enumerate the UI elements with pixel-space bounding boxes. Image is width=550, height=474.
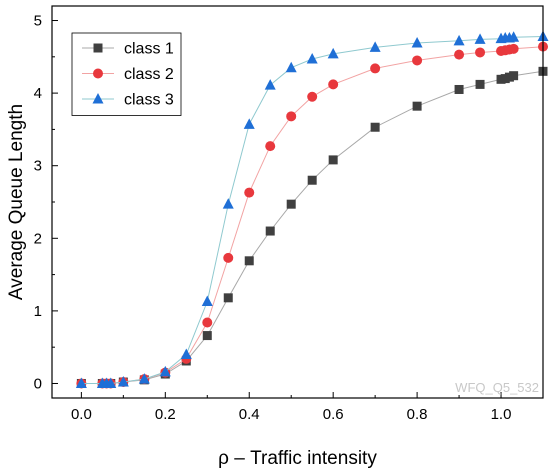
data-point bbox=[244, 187, 255, 198]
data-point bbox=[264, 79, 276, 90]
data-point bbox=[307, 91, 318, 102]
series-layer bbox=[75, 30, 549, 389]
data-point bbox=[222, 198, 234, 209]
data-point bbox=[327, 47, 339, 59]
data-point bbox=[180, 348, 192, 359]
data-point bbox=[243, 118, 255, 129]
data-point bbox=[105, 377, 117, 388]
y-tick-label: 3 bbox=[34, 158, 42, 175]
data-point bbox=[474, 33, 486, 44]
legend-item: class 1 bbox=[82, 41, 174, 58]
data-point bbox=[285, 61, 297, 73]
y-tick-label: 0 bbox=[34, 375, 42, 392]
data-point bbox=[117, 376, 129, 387]
legend-marker bbox=[93, 43, 103, 53]
data-point bbox=[286, 199, 296, 209]
data-point bbox=[244, 256, 254, 266]
data-point bbox=[475, 47, 486, 58]
legend: class 1 class 2 class 3 bbox=[71, 32, 182, 116]
axis-layer: 0.0 0.2 0.4 0.6 0.8 1.0 0 1 2 3 4 5 bbox=[34, 13, 512, 423]
x-tick-label: 0.2 bbox=[155, 406, 176, 423]
data-point bbox=[265, 141, 276, 152]
data-point bbox=[508, 31, 520, 42]
legend-marker bbox=[93, 68, 103, 79]
data-point bbox=[509, 71, 519, 81]
series-3 bbox=[75, 30, 549, 388]
y-axis-title: Average Queue Length bbox=[6, 104, 27, 300]
x-tick-label: 0.6 bbox=[323, 406, 344, 423]
data-point bbox=[202, 331, 212, 341]
y-tick-label: 4 bbox=[34, 85, 42, 102]
y-tick-label: 5 bbox=[34, 13, 42, 30]
x-axis-title: ρ – Traffic intensity bbox=[218, 448, 377, 469]
x-tick-label: 0.0 bbox=[71, 406, 92, 423]
x-tick-label: 0.4 bbox=[239, 406, 260, 423]
data-point bbox=[508, 43, 519, 54]
data-point bbox=[412, 101, 422, 111]
data-point bbox=[369, 41, 381, 52]
legend-item: class 2 bbox=[82, 66, 174, 83]
data-point bbox=[202, 317, 213, 328]
data-point bbox=[159, 365, 171, 377]
legend-label: class 1 bbox=[124, 41, 174, 58]
y-tick-label: 1 bbox=[34, 303, 42, 320]
legend-box bbox=[71, 32, 182, 116]
legend-item: class 3 bbox=[82, 92, 174, 109]
data-point bbox=[223, 252, 234, 263]
legend-label: class 2 bbox=[124, 66, 174, 83]
data-point bbox=[75, 377, 87, 388]
x-tick-label: 0.8 bbox=[407, 406, 428, 423]
data-point bbox=[223, 293, 233, 303]
data-point bbox=[370, 63, 381, 74]
watermark-annotation: WFQ_Q5_532 bbox=[455, 380, 539, 395]
legend-label: class 3 bbox=[124, 92, 174, 109]
y-tick-label: 2 bbox=[34, 230, 42, 247]
data-point bbox=[265, 226, 275, 236]
data-point bbox=[475, 79, 485, 89]
data-point bbox=[370, 122, 380, 132]
data-point bbox=[306, 52, 318, 64]
legend-marker bbox=[92, 93, 104, 104]
data-point bbox=[412, 55, 423, 66]
data-point bbox=[454, 84, 464, 94]
series-line bbox=[81, 70, 544, 384]
data-point bbox=[286, 111, 297, 122]
data-point bbox=[328, 155, 338, 165]
data-point bbox=[454, 49, 465, 60]
data-point bbox=[307, 175, 317, 185]
data-point bbox=[201, 295, 213, 306]
data-point bbox=[138, 373, 150, 384]
x-tick-label: 1.0 bbox=[491, 406, 512, 423]
data-point bbox=[328, 79, 339, 90]
data-point bbox=[411, 37, 423, 48]
data-point bbox=[453, 34, 465, 46]
